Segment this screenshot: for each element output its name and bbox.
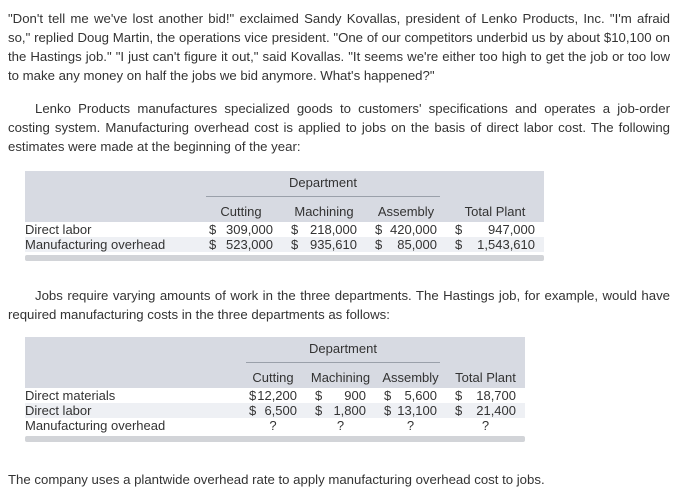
table-group-header-row: Department xyxy=(25,337,525,363)
table-cell: $13,100 xyxy=(375,403,446,418)
hastings-job-paragraph: Jobs require varying amounts of work in … xyxy=(8,288,670,322)
column-header-total-plant: Total Plant xyxy=(446,363,525,388)
column-header-cutting: Cutting xyxy=(200,197,282,222)
row-label: Direct labor xyxy=(25,403,240,418)
intro-paragraph: "Don't tell me we've lost another bid!" … xyxy=(8,11,670,83)
empty-cell xyxy=(25,171,200,197)
row-label: Manufacturing overhead xyxy=(25,237,200,252)
department-group-header-cell: Department xyxy=(200,171,446,197)
table-cell: $12,200 xyxy=(249,388,297,403)
table-row-manufacturing-overhead: Manufacturing overhead $523,000 $935,610… xyxy=(25,237,544,252)
column-header-machining: Machining xyxy=(282,197,366,222)
column-header-cutting: Cutting xyxy=(240,363,306,388)
table-cell: $18,700 xyxy=(455,388,516,403)
table-cell: $420,000 xyxy=(375,222,437,237)
table-cell: $309,000 xyxy=(209,222,273,237)
table-cell: $85,000 xyxy=(366,237,446,252)
table-row-direct-labor: Direct labor $6,500 $1,800 $13,100 $21,4… xyxy=(25,403,525,418)
company-description-paragraph: Lenko Products manufactures specialized … xyxy=(8,101,670,154)
column-header-assembly: Assembly xyxy=(366,197,446,222)
column-header-machining: Machining xyxy=(306,363,375,388)
table-cell: ? xyxy=(481,418,490,433)
table-cell: ? xyxy=(406,418,415,433)
table-column-header-row: Cutting Machining Assembly Total Plant xyxy=(25,197,544,222)
department-group-label: Department xyxy=(246,337,440,363)
table-cell: $21,400 xyxy=(446,403,525,418)
table-cell: ? xyxy=(269,418,277,433)
table-bottom-bar xyxy=(25,436,525,442)
estimates-table-section: Department Cutting Machining Assembly To… xyxy=(25,171,544,261)
row-label: Manufacturing overhead xyxy=(25,418,166,433)
table-cell: $5,600 xyxy=(384,388,437,403)
empty-cell xyxy=(446,337,525,363)
table-cell: $947,000 xyxy=(455,222,535,237)
table-cell: $523,000 xyxy=(200,237,282,252)
estimates-table: Department Cutting Machining Assembly To… xyxy=(25,171,544,252)
table-row-direct-labor: Direct labor $309,000 $218,000 $420,000 … xyxy=(25,222,544,237)
table-cell: $900 xyxy=(315,388,366,403)
plantwide-rate-paragraph: The company uses a plantwide overhead ra… xyxy=(8,472,545,487)
department-group-label: Department xyxy=(206,171,440,197)
table-cell: $218,000 xyxy=(291,222,357,237)
table-cell: $1,543,610 xyxy=(446,237,544,252)
row-label: Direct labor xyxy=(25,222,92,237)
table-column-header-row: Cutting Machining Assembly Total Plant xyxy=(25,363,525,388)
empty-cell xyxy=(446,171,544,197)
table-row-manufacturing-overhead: Manufacturing overhead ? ? ? ? xyxy=(25,418,525,433)
column-header-assembly: Assembly xyxy=(375,363,446,388)
empty-cell xyxy=(25,197,200,222)
table-bottom-bar xyxy=(25,255,544,261)
empty-cell xyxy=(25,363,240,388)
department-group-header-cell: Department xyxy=(240,337,446,363)
table-group-header-row: Department xyxy=(25,171,544,197)
hastings-table: Department Cutting Machining Assembly To… xyxy=(25,337,525,433)
table-row-direct-materials: Direct materials $12,200 $900 $5,600 $18… xyxy=(25,388,525,403)
table-cell: $1,800 xyxy=(306,403,375,418)
table-cell: ? xyxy=(336,418,345,433)
column-header-total-plant: Total Plant xyxy=(446,197,544,222)
document-page: { "colors": { "page_bg": "#ffffff", "tex… xyxy=(8,11,670,487)
table-cell: $935,610 xyxy=(282,237,366,252)
hastings-table-section: Department Cutting Machining Assembly To… xyxy=(25,337,525,442)
empty-cell xyxy=(25,337,240,363)
table-cell: $6,500 xyxy=(240,403,306,418)
row-label: Direct materials xyxy=(25,388,116,403)
